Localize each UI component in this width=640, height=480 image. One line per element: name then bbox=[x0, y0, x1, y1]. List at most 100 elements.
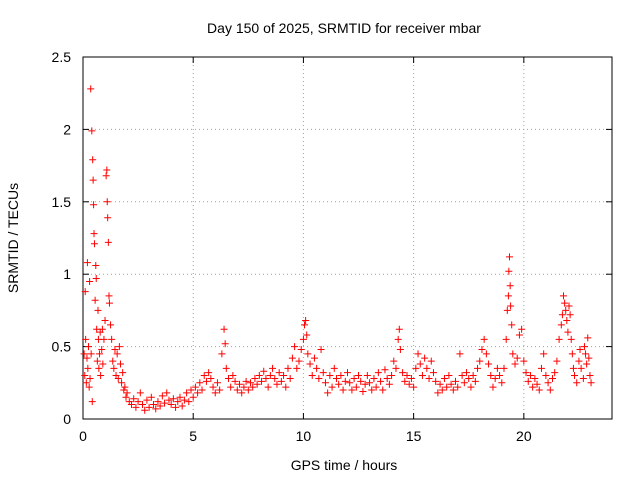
data-point bbox=[502, 335, 510, 343]
x-tick-label: 20 bbox=[516, 428, 532, 444]
data-point bbox=[178, 402, 186, 410]
data-point bbox=[324, 389, 332, 397]
data-point bbox=[392, 364, 400, 372]
data-point bbox=[88, 398, 96, 406]
data-point bbox=[81, 288, 89, 296]
y-tick-label: 1.5 bbox=[52, 194, 72, 210]
data-point bbox=[183, 389, 191, 397]
data-point bbox=[194, 389, 202, 397]
data-point bbox=[460, 379, 468, 387]
data-point bbox=[273, 380, 281, 388]
data-point bbox=[83, 259, 91, 267]
data-point bbox=[167, 401, 175, 409]
data-point bbox=[90, 201, 98, 209]
data-point bbox=[122, 393, 130, 401]
data-point bbox=[555, 335, 563, 343]
data-point bbox=[91, 296, 99, 304]
data-point bbox=[221, 340, 229, 348]
data-point bbox=[407, 374, 415, 382]
data-point bbox=[403, 372, 411, 380]
data-point bbox=[121, 383, 129, 391]
y-axis-label: SRMTID / TECUs bbox=[5, 183, 21, 293]
data-point bbox=[116, 360, 124, 368]
data-point bbox=[565, 302, 573, 310]
data-point bbox=[370, 374, 378, 382]
data-point bbox=[471, 377, 479, 385]
data-point bbox=[390, 357, 398, 365]
y-tick-label: 2 bbox=[63, 121, 71, 137]
data-point bbox=[315, 374, 323, 382]
data-point bbox=[85, 383, 93, 391]
data-point bbox=[247, 379, 255, 387]
data-point bbox=[560, 292, 568, 300]
data-point bbox=[445, 372, 453, 380]
data-point bbox=[143, 396, 151, 404]
data-point bbox=[132, 403, 140, 411]
data-point bbox=[119, 369, 127, 377]
data-point bbox=[251, 374, 259, 382]
data-point bbox=[113, 350, 121, 358]
data-point bbox=[104, 238, 112, 246]
data-point bbox=[288, 354, 296, 362]
data-point bbox=[238, 389, 246, 397]
data-point bbox=[218, 350, 226, 358]
chart-title: Day 150 of 2025, SRMTID for receiver mba… bbox=[207, 20, 481, 36]
data-point bbox=[189, 393, 197, 401]
data-point bbox=[482, 350, 490, 358]
data-point bbox=[395, 325, 403, 333]
data-point bbox=[421, 354, 429, 362]
x-tick-label: 10 bbox=[296, 428, 312, 444]
data-points bbox=[80, 85, 595, 414]
data-point bbox=[576, 345, 584, 353]
data-point bbox=[105, 292, 113, 300]
x-tick-label: 15 bbox=[406, 428, 422, 444]
data-point bbox=[277, 377, 285, 385]
data-point bbox=[242, 377, 250, 385]
data-point bbox=[330, 364, 338, 372]
x-tick-label: 0 bbox=[79, 428, 87, 444]
data-point bbox=[582, 350, 590, 358]
data-point bbox=[102, 172, 110, 180]
data-point bbox=[577, 364, 585, 372]
gridlines bbox=[83, 57, 612, 419]
data-point bbox=[295, 357, 303, 365]
data-point bbox=[361, 380, 369, 388]
data-point bbox=[454, 383, 462, 391]
data-point bbox=[586, 372, 594, 380]
data-point bbox=[562, 306, 570, 314]
data-point bbox=[187, 386, 195, 394]
data-point bbox=[394, 335, 402, 343]
data-point bbox=[405, 380, 413, 388]
data-point bbox=[105, 299, 113, 307]
data-point bbox=[335, 380, 343, 388]
data-point bbox=[443, 383, 451, 391]
data-point bbox=[429, 369, 437, 377]
data-point bbox=[127, 401, 135, 409]
data-point bbox=[93, 357, 101, 365]
data-point bbox=[341, 377, 349, 385]
data-point bbox=[141, 406, 149, 414]
data-point bbox=[368, 386, 376, 394]
data-point bbox=[92, 262, 100, 270]
data-point bbox=[158, 392, 166, 400]
data-point bbox=[107, 321, 115, 329]
data-point bbox=[401, 377, 409, 385]
data-point bbox=[88, 127, 96, 135]
data-point bbox=[418, 372, 426, 380]
data-point bbox=[80, 350, 88, 358]
data-point bbox=[280, 372, 288, 380]
data-point bbox=[304, 350, 312, 358]
data-point bbox=[366, 379, 374, 387]
data-point bbox=[372, 383, 380, 391]
data-point bbox=[509, 350, 517, 358]
data-point bbox=[200, 372, 208, 380]
data-point bbox=[291, 343, 299, 351]
data-point bbox=[427, 357, 435, 365]
data-point bbox=[396, 345, 404, 353]
y-tick-label: 1 bbox=[63, 266, 71, 282]
data-point bbox=[196, 379, 204, 387]
data-point bbox=[478, 345, 486, 353]
data-point bbox=[571, 372, 579, 380]
data-point bbox=[511, 360, 519, 368]
